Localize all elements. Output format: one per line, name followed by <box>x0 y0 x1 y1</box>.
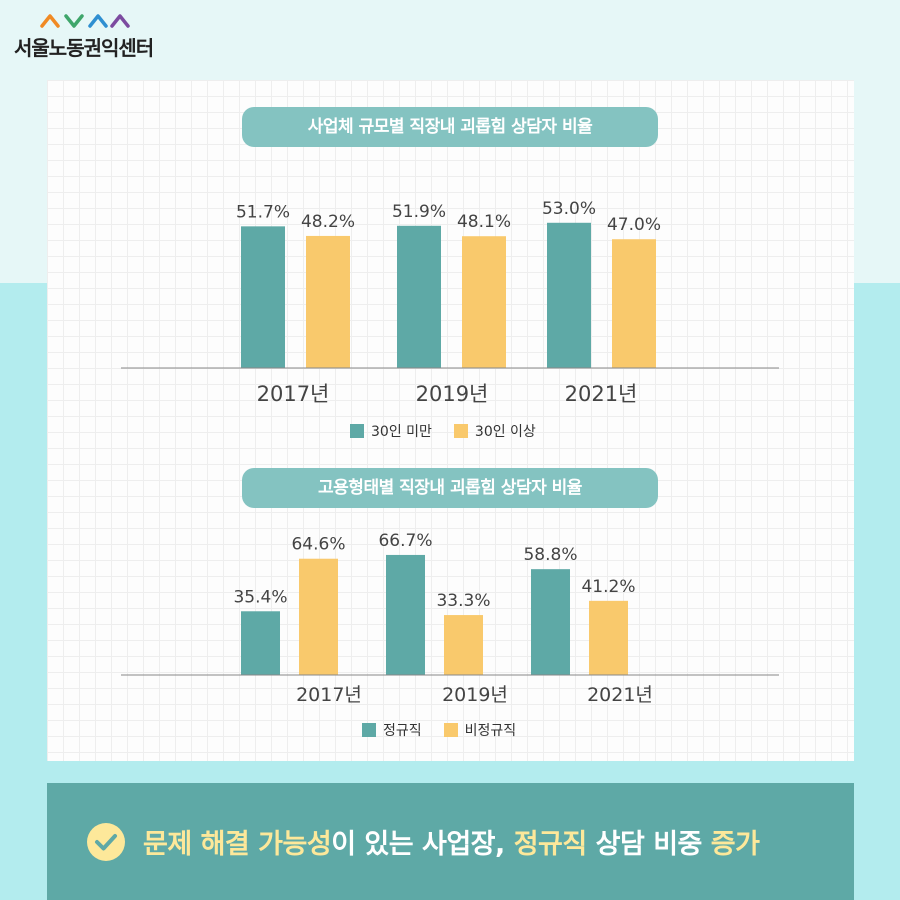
data-label: 64.6% <box>291 535 345 555</box>
bar-1-s2-1 <box>306 235 350 368</box>
x-tick-label: 2021년 <box>587 684 653 706</box>
legend-swatch <box>362 723 376 737</box>
legend-swatch <box>350 424 364 438</box>
x-tick-label: 2017년 <box>257 382 330 406</box>
bar-1-s1-2 <box>397 225 441 368</box>
legend-item: 30인 이상 <box>453 421 536 441</box>
bar-2-s2-2 <box>444 615 483 675</box>
banner-highlight: 문제 해결 가능성 <box>143 829 332 860</box>
bar-2-s2-1 <box>299 558 338 675</box>
banner-text: 문제 해결 가능성이 있는 사업장, 정규직 상담 비중 증가 <box>143 822 760 861</box>
conclusion-banner: 문제 해결 가능성이 있는 사업장, 정규직 상담 비중 증가 <box>47 783 854 900</box>
legend-label: 30인 미만 <box>371 424 432 440</box>
data-label: 66.7% <box>378 531 432 551</box>
data-label: 53.0% <box>542 199 596 219</box>
legend-swatch <box>443 723 458 737</box>
bar-1-s1-1 <box>241 226 285 368</box>
bar-1-s2-3 <box>612 239 656 368</box>
bar-1-s2-2 <box>462 236 506 368</box>
data-label: 33.3% <box>436 591 490 611</box>
x-tick-label: 2021년 <box>565 382 638 406</box>
bar-2-s1-2 <box>386 554 425 675</box>
legend-label: 정규직 <box>383 723 422 739</box>
data-label: 51.7% <box>236 202 290 222</box>
banner-plain: 상담 비중 <box>586 829 711 860</box>
x-tick-label: 2017년 <box>296 684 362 706</box>
data-label: 47.0% <box>607 215 661 235</box>
data-label: 48.2% <box>301 212 355 232</box>
legend-item: 비정규직 <box>443 720 517 740</box>
data-label: 41.2% <box>581 577 635 597</box>
data-label: 51.9% <box>392 202 446 222</box>
legend-swatch <box>453 424 468 438</box>
logo: 서울노동권익센터 <box>14 10 164 60</box>
chart1-legend: 30인 미만 30인 이상 <box>350 420 536 442</box>
legend-label: 30인 이상 <box>474 424 536 440</box>
banner-highlight: 정규직 <box>513 829 588 860</box>
logo-chevrons-icon <box>40 14 130 28</box>
x-tick-label: 2019년 <box>442 684 508 706</box>
banner-plain: 이 있는 사업장, <box>331 829 514 860</box>
chart2-title: 고용형태별 직장내 괴롭힘 상담자 비율 <box>242 468 658 508</box>
logo-text: 서울노동권익센터 <box>14 36 154 60</box>
bar-2-s1-1 <box>241 611 280 675</box>
bar-2-s2-3 <box>589 600 628 675</box>
x-tick-label: 2019년 <box>416 382 489 406</box>
check-circle-icon <box>87 822 125 861</box>
data-label: 48.1% <box>457 212 511 232</box>
chart1-title: 사업체 규모별 직장내 괴롭힘 상담자 비율 <box>242 107 658 147</box>
bar-1-s1-3 <box>547 222 591 368</box>
legend-label: 비정규직 <box>464 723 517 739</box>
data-label: 58.8% <box>523 545 577 565</box>
legend-item: 30인 미만 <box>350 421 432 441</box>
legend-item: 정규직 <box>362 720 422 740</box>
data-label: 35.4% <box>233 587 287 607</box>
chart2-legend: 정규직 비정규직 <box>362 719 516 741</box>
banner-highlight: 증가 <box>710 829 760 860</box>
bar-2-s1-3 <box>531 569 570 675</box>
